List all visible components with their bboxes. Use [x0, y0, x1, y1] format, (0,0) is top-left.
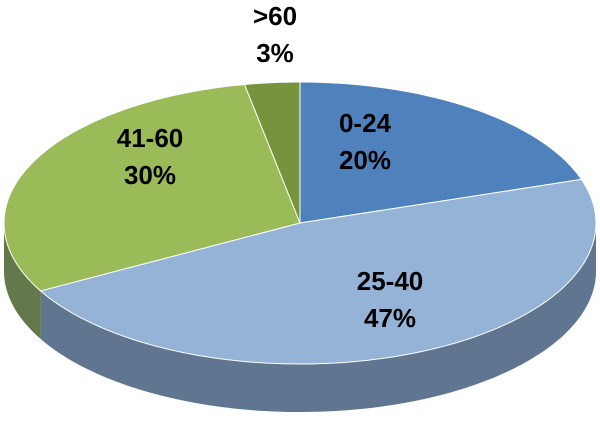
- slice-side-shade: [4, 223, 41, 339]
- slice-label: 25-40: [357, 266, 424, 296]
- slice-label: >60: [253, 1, 297, 31]
- slice: [243, 81, 301, 224]
- slice: [299, 81, 583, 224]
- slice: [39, 178, 597, 365]
- value-label: 47%: [364, 303, 416, 333]
- slice: [3, 83, 301, 292]
- slice-side: [40, 223, 597, 412]
- slice-side: [4, 223, 41, 339]
- slice-side-shade: [40, 223, 597, 412]
- slice-label: 0-24: [339, 108, 392, 138]
- value-label: 3%: [256, 38, 294, 68]
- value-label: 20%: [339, 145, 391, 175]
- slice-label: 41-60: [117, 123, 184, 153]
- value-label: 30%: [124, 160, 176, 190]
